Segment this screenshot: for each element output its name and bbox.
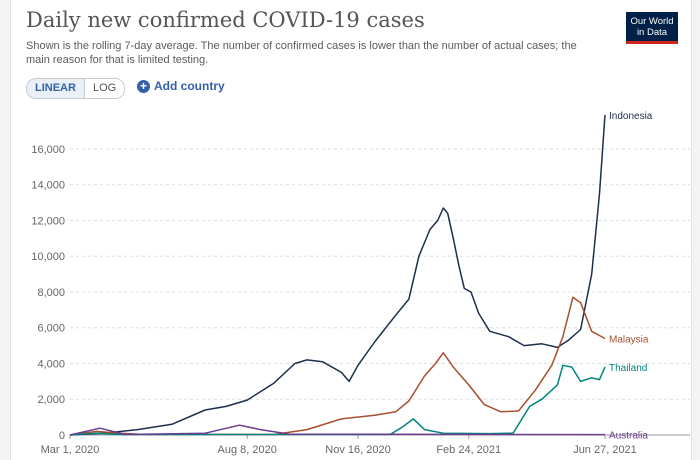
x-tick-label: Feb 24, 2021 <box>436 444 501 456</box>
y-tick-label: 2,000 <box>37 394 65 406</box>
series-line-indonesia[interactable] <box>69 114 606 436</box>
x-tick-label: Jun 27, 2021 <box>573 444 637 456</box>
window-right-edge <box>691 0 700 460</box>
chart-subtitle: Shown is the rolling 7-day average. The … <box>26 40 577 66</box>
line-chart: 0 2,000 4,000 6,000 8,000 10,000 12,000 14,000 1… <box>31 111 690 456</box>
x-tick-label: Mar 1, 2020 <box>41 444 100 456</box>
linear-scale-button[interactable]: LINEAR <box>27 79 85 98</box>
y-tick-label: 16,000 <box>31 144 65 156</box>
series-label-indonesia[interactable]: Indonesia <box>609 111 653 122</box>
y-tick-label: 12,000 <box>31 215 65 227</box>
plus-icon: + <box>137 79 150 93</box>
add-country-button[interactable]: + Add country <box>137 79 225 93</box>
y-tick-label: 8,000 <box>37 287 65 299</box>
y-tick-label: 14,000 <box>31 180 65 192</box>
scale-toggle: LINEAR LOG <box>26 78 126 99</box>
y-tick-label: 4,000 <box>37 358 65 370</box>
y-tick-label: 6,000 <box>37 323 65 335</box>
logo-line-2: in Data <box>636 27 668 38</box>
series-label-malaysia[interactable]: Malaysia <box>609 334 649 345</box>
log-scale-button[interactable]: LOG <box>84 79 125 98</box>
window-left-edge <box>0 0 11 460</box>
y-tick-label: 10,000 <box>31 251 65 263</box>
x-tick-label: Aug 8, 2020 <box>218 444 277 456</box>
series-line-thailand[interactable] <box>69 364 606 436</box>
series-label-australia[interactable]: Australia <box>609 431 648 442</box>
logo-line-1: Our World <box>630 16 674 27</box>
chart-title: Daily new confirmed COVID-19 cases <box>26 8 425 32</box>
add-country-label: Add country <box>154 79 225 93</box>
series-label-thailand[interactable]: Thailand <box>609 363 647 374</box>
our-world-in-data-logo[interactable]: Our World in Data <box>626 12 678 44</box>
x-tick-label: Nov 16, 2020 <box>325 444 390 456</box>
series-line-australia[interactable] <box>69 424 606 436</box>
y-tick-label: 0 <box>59 430 65 442</box>
